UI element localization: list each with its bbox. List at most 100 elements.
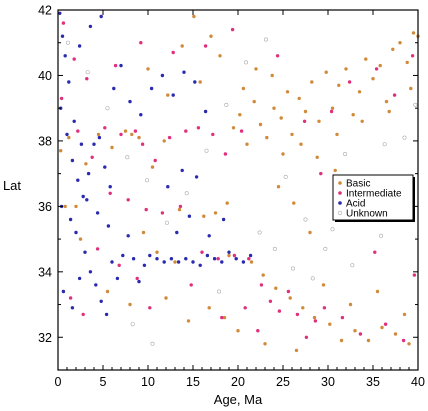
data-point-unknown bbox=[217, 289, 222, 294]
data-point-acid bbox=[108, 185, 112, 189]
x-tick-label: 10 bbox=[141, 375, 155, 389]
data-point-acid bbox=[221, 217, 226, 222]
data-point-unknown bbox=[204, 148, 209, 153]
data-point-basic bbox=[371, 77, 375, 81]
data-point-intermediate bbox=[189, 283, 193, 287]
data-point-acid bbox=[241, 260, 246, 264]
data-point-unknown bbox=[224, 102, 229, 107]
data-point-basic bbox=[227, 253, 231, 258]
data-point-intermediate bbox=[85, 77, 89, 81]
data-point-unknown bbox=[382, 142, 387, 147]
data-point-intermediate bbox=[243, 306, 247, 310]
data-point-acid bbox=[175, 230, 179, 235]
data-point-unknown bbox=[184, 191, 189, 196]
data-point-acid bbox=[194, 175, 199, 179]
data-point-intermediate bbox=[72, 57, 76, 61]
data-point-unknown bbox=[303, 217, 308, 222]
data-point-intermediate bbox=[200, 250, 204, 254]
data-point-basic bbox=[393, 332, 398, 336]
data-point-intermediate bbox=[383, 322, 388, 326]
data-point-acid bbox=[142, 263, 147, 267]
data-point-basic bbox=[360, 119, 364, 124]
data-point-unknown bbox=[125, 155, 130, 160]
data-point-basic bbox=[177, 207, 182, 212]
data-point-basic bbox=[297, 96, 301, 101]
data-point-acid bbox=[180, 168, 184, 173]
data-point-basic bbox=[218, 54, 222, 58]
data-point-unknown bbox=[145, 178, 150, 183]
data-point-basic bbox=[123, 129, 128, 133]
data-point-basic bbox=[337, 83, 341, 88]
data-point-basic bbox=[231, 126, 236, 130]
data-point-intermediate bbox=[119, 132, 123, 137]
data-point-basic bbox=[315, 155, 319, 159]
data-point-unknown bbox=[244, 60, 249, 65]
data-point-basic bbox=[130, 132, 134, 137]
data-point-acid bbox=[149, 86, 154, 91]
data-point-intermediate bbox=[184, 129, 188, 133]
data-point-intermediate bbox=[304, 335, 309, 339]
data-point-intermediate bbox=[268, 299, 273, 303]
data-point-basic bbox=[84, 162, 88, 166]
data-point-basic bbox=[186, 319, 191, 323]
data-point-intermediate bbox=[133, 129, 138, 133]
data-point-acid bbox=[119, 63, 123, 68]
data-point-basic bbox=[405, 60, 409, 65]
data-point-intermediate bbox=[140, 142, 145, 146]
data-point-basic bbox=[162, 139, 166, 143]
y-tick-label: 32 bbox=[38, 331, 52, 345]
data-point-basic bbox=[384, 99, 389, 104]
data-point-intermediate bbox=[232, 253, 237, 258]
data-point-basic bbox=[74, 204, 78, 209]
data-point-basic bbox=[105, 289, 110, 294]
data-point-intermediate bbox=[59, 96, 64, 101]
data-point-intermediate bbox=[302, 119, 307, 124]
data-point-acid bbox=[67, 80, 71, 84]
data-point-basic bbox=[398, 41, 402, 45]
data-point-acid bbox=[193, 80, 197, 84]
data-point-intermediate bbox=[223, 152, 228, 156]
data-point-basic bbox=[303, 109, 308, 114]
data-point-basic bbox=[330, 106, 335, 110]
data-point-intermediate bbox=[322, 306, 327, 310]
data-point-acid bbox=[234, 257, 238, 261]
y-tick-label: 40 bbox=[38, 69, 52, 83]
data-point-intermediate bbox=[275, 54, 280, 58]
data-point-intermediate bbox=[135, 276, 139, 281]
data-point-acid bbox=[176, 260, 181, 264]
data-point-basic bbox=[150, 165, 155, 169]
data-point-intermediate bbox=[178, 204, 183, 209]
data-point-intermediate bbox=[239, 129, 244, 133]
y-tick-label: 42 bbox=[38, 4, 52, 18]
data-point-basic bbox=[222, 315, 227, 320]
data-point-basic bbox=[173, 260, 177, 264]
data-point-intermediate bbox=[340, 315, 345, 320]
data-point-acid bbox=[112, 86, 116, 91]
data-point-intermediate bbox=[139, 41, 143, 45]
data-point-intermediate bbox=[144, 207, 148, 212]
data-point-basic bbox=[236, 329, 240, 333]
data-point-basic bbox=[258, 122, 263, 127]
data-point-basic bbox=[364, 57, 368, 61]
data-point-intermediate bbox=[295, 312, 300, 317]
data-point-acid bbox=[70, 158, 75, 163]
data-point-unknown bbox=[379, 233, 384, 238]
data-point-intermediate bbox=[167, 135, 172, 140]
data-point-acid bbox=[70, 306, 75, 310]
data-point-basic bbox=[238, 113, 242, 117]
x-tick-label: 30 bbox=[321, 375, 335, 389]
x-tick-label: 5 bbox=[100, 375, 107, 389]
data-point-acid bbox=[104, 312, 109, 317]
data-point-acid bbox=[81, 194, 85, 199]
data-point-acid bbox=[92, 142, 96, 146]
data-point-intermediate bbox=[216, 257, 220, 261]
data-point-acid bbox=[76, 178, 80, 182]
legend-marker-acid bbox=[338, 201, 342, 205]
data-point-basic bbox=[254, 67, 258, 71]
data-point-intermediate bbox=[220, 315, 224, 320]
data-point-basic bbox=[328, 322, 332, 326]
data-point-acid bbox=[191, 260, 195, 264]
data-point-acid bbox=[227, 250, 231, 254]
data-point-basic bbox=[285, 90, 290, 94]
